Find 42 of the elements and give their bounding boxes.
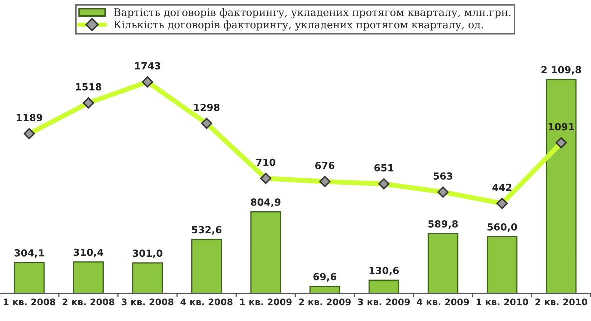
bar	[428, 233, 459, 294]
data-label: 1743	[135, 62, 161, 70]
x-tick-label: 3 кв. 2008	[122, 298, 174, 306]
x-tick-label: 4 кв. 2009	[417, 298, 470, 306]
bar	[73, 262, 104, 294]
x-tick-label: 1 кв. 2009	[240, 298, 292, 306]
bar	[250, 212, 282, 294]
data-label: 560,0	[488, 224, 518, 232]
data-label: 1518	[76, 83, 102, 91]
bar	[310, 286, 340, 294]
data-label: 804,9	[251, 198, 281, 208]
data-label: 442	[492, 184, 512, 192]
x-tick-label: 1 кв. 2008	[4, 298, 56, 306]
data-label: 532,6	[192, 226, 222, 235]
data-label: 1091	[549, 123, 574, 131]
data-label: 1189	[17, 114, 42, 122]
legend-label: Вартість договорів факторингу, укладених протягом кварталу, млн.грн.	[114, 8, 511, 19]
x-tick-label: 3 кв. 2009	[358, 298, 410, 306]
x-tick-label: 2 кв. 2010	[536, 298, 588, 306]
bar	[192, 239, 222, 294]
bar	[14, 262, 45, 294]
x-tick-label: 1 кв. 2010	[476, 298, 528, 306]
x-tick-label: 2 кв. 2009	[299, 298, 351, 306]
data-label: 69,6	[314, 273, 337, 282]
x-tick-label: 2 кв. 2008	[62, 298, 115, 306]
bar	[546, 79, 577, 294]
bar	[487, 236, 518, 294]
data-label: 710	[256, 158, 276, 166]
data-label: 1298	[194, 104, 220, 112]
legend-label: Кількість договорів факторингу, укладених протягом кварталу, од.	[114, 20, 484, 31]
x-tick-label: 4 кв. 2008	[180, 298, 233, 306]
data-label: 310,4	[74, 248, 104, 258]
data-label: 563	[434, 172, 453, 180]
bar	[368, 280, 400, 294]
data-label: 651	[374, 164, 394, 172]
data-label: 304,1	[14, 249, 44, 258]
data-label: 676	[316, 162, 335, 170]
bar	[132, 262, 164, 294]
data-label: 2 109,8	[542, 66, 582, 75]
data-label: 130,6	[370, 267, 400, 276]
data-label: 589,8	[428, 220, 458, 230]
data-label: 301,0	[133, 250, 163, 258]
